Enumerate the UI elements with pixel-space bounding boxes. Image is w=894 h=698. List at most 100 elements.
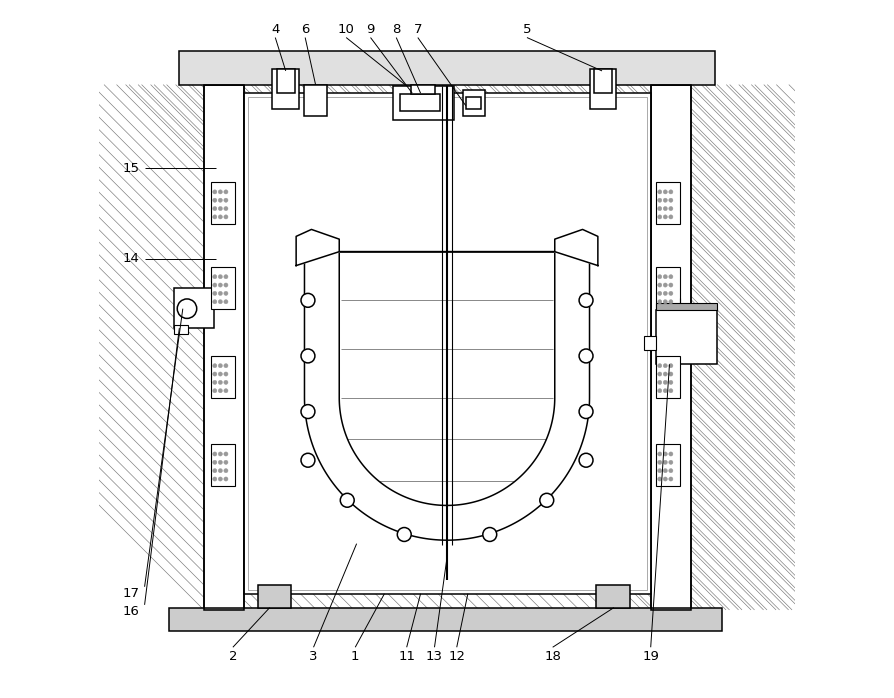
Bar bbox=[211, 182, 235, 224]
Bar bbox=[173, 288, 214, 328]
Circle shape bbox=[658, 190, 662, 194]
Circle shape bbox=[658, 198, 662, 202]
Text: 10: 10 bbox=[338, 23, 355, 36]
Polygon shape bbox=[555, 230, 598, 265]
Circle shape bbox=[663, 477, 668, 481]
Text: 11: 11 bbox=[398, 650, 415, 663]
Bar bbox=[644, 336, 655, 350]
Circle shape bbox=[669, 389, 673, 393]
Circle shape bbox=[669, 468, 673, 473]
Circle shape bbox=[218, 207, 223, 211]
Circle shape bbox=[218, 380, 223, 385]
Bar bbox=[651, 85, 691, 610]
Circle shape bbox=[663, 468, 668, 473]
Circle shape bbox=[663, 299, 668, 304]
Circle shape bbox=[213, 299, 217, 304]
Circle shape bbox=[658, 389, 662, 393]
Bar bbox=[589, 69, 616, 109]
Circle shape bbox=[301, 405, 315, 419]
Circle shape bbox=[177, 299, 197, 318]
Text: 5: 5 bbox=[523, 23, 531, 36]
Circle shape bbox=[224, 190, 228, 194]
Circle shape bbox=[663, 190, 668, 194]
Circle shape bbox=[218, 190, 223, 194]
Circle shape bbox=[301, 349, 315, 363]
Circle shape bbox=[218, 198, 223, 202]
Circle shape bbox=[218, 283, 223, 287]
Circle shape bbox=[213, 468, 217, 473]
Text: 19: 19 bbox=[642, 650, 659, 663]
Text: 7: 7 bbox=[414, 23, 422, 36]
Circle shape bbox=[663, 274, 668, 279]
Circle shape bbox=[213, 291, 217, 295]
Circle shape bbox=[663, 452, 668, 456]
Circle shape bbox=[224, 215, 228, 219]
Bar bbox=[169, 608, 721, 630]
Bar bbox=[463, 89, 485, 116]
Circle shape bbox=[224, 460, 228, 464]
Circle shape bbox=[341, 493, 354, 507]
Circle shape bbox=[658, 372, 662, 376]
Circle shape bbox=[663, 372, 668, 376]
Circle shape bbox=[663, 380, 668, 385]
Bar bbox=[204, 85, 244, 610]
Circle shape bbox=[224, 291, 228, 295]
Circle shape bbox=[213, 207, 217, 211]
Circle shape bbox=[224, 299, 228, 304]
Circle shape bbox=[658, 380, 662, 385]
Circle shape bbox=[213, 452, 217, 456]
Bar bbox=[655, 267, 680, 309]
Circle shape bbox=[224, 477, 228, 481]
Circle shape bbox=[669, 207, 673, 211]
Bar bbox=[305, 85, 326, 116]
Circle shape bbox=[213, 190, 217, 194]
Circle shape bbox=[213, 215, 217, 219]
Text: 12: 12 bbox=[448, 650, 465, 663]
Circle shape bbox=[658, 460, 662, 464]
Bar bbox=[655, 182, 680, 224]
Circle shape bbox=[213, 380, 217, 385]
Circle shape bbox=[669, 460, 673, 464]
Circle shape bbox=[540, 493, 553, 507]
Circle shape bbox=[669, 372, 673, 376]
Circle shape bbox=[301, 293, 315, 307]
Circle shape bbox=[669, 291, 673, 295]
Circle shape bbox=[669, 452, 673, 456]
Circle shape bbox=[224, 380, 228, 385]
Circle shape bbox=[658, 274, 662, 279]
Bar bbox=[651, 85, 691, 610]
Circle shape bbox=[663, 389, 668, 393]
Bar bbox=[655, 310, 717, 364]
Circle shape bbox=[224, 372, 228, 376]
Bar bbox=[594, 69, 611, 93]
Circle shape bbox=[224, 389, 228, 393]
Bar bbox=[655, 444, 680, 486]
Circle shape bbox=[213, 283, 217, 287]
Circle shape bbox=[658, 299, 662, 304]
Bar bbox=[466, 96, 481, 109]
Circle shape bbox=[213, 389, 217, 393]
Bar bbox=[411, 85, 435, 94]
Circle shape bbox=[213, 364, 217, 368]
Bar bbox=[204, 85, 244, 610]
Circle shape bbox=[218, 372, 223, 376]
Text: 18: 18 bbox=[544, 650, 561, 663]
Circle shape bbox=[669, 283, 673, 287]
Bar bbox=[400, 94, 440, 111]
Circle shape bbox=[218, 364, 223, 368]
Circle shape bbox=[658, 207, 662, 211]
Circle shape bbox=[218, 215, 223, 219]
Circle shape bbox=[218, 274, 223, 279]
Bar bbox=[211, 267, 235, 309]
Circle shape bbox=[213, 372, 217, 376]
Circle shape bbox=[658, 468, 662, 473]
Bar bbox=[655, 356, 680, 398]
Text: 9: 9 bbox=[367, 23, 375, 36]
Bar bbox=[180, 52, 714, 85]
Bar bbox=[244, 93, 651, 594]
Circle shape bbox=[669, 198, 673, 202]
Bar bbox=[211, 444, 235, 486]
Text: 8: 8 bbox=[392, 23, 401, 36]
Circle shape bbox=[224, 274, 228, 279]
Circle shape bbox=[669, 274, 673, 279]
